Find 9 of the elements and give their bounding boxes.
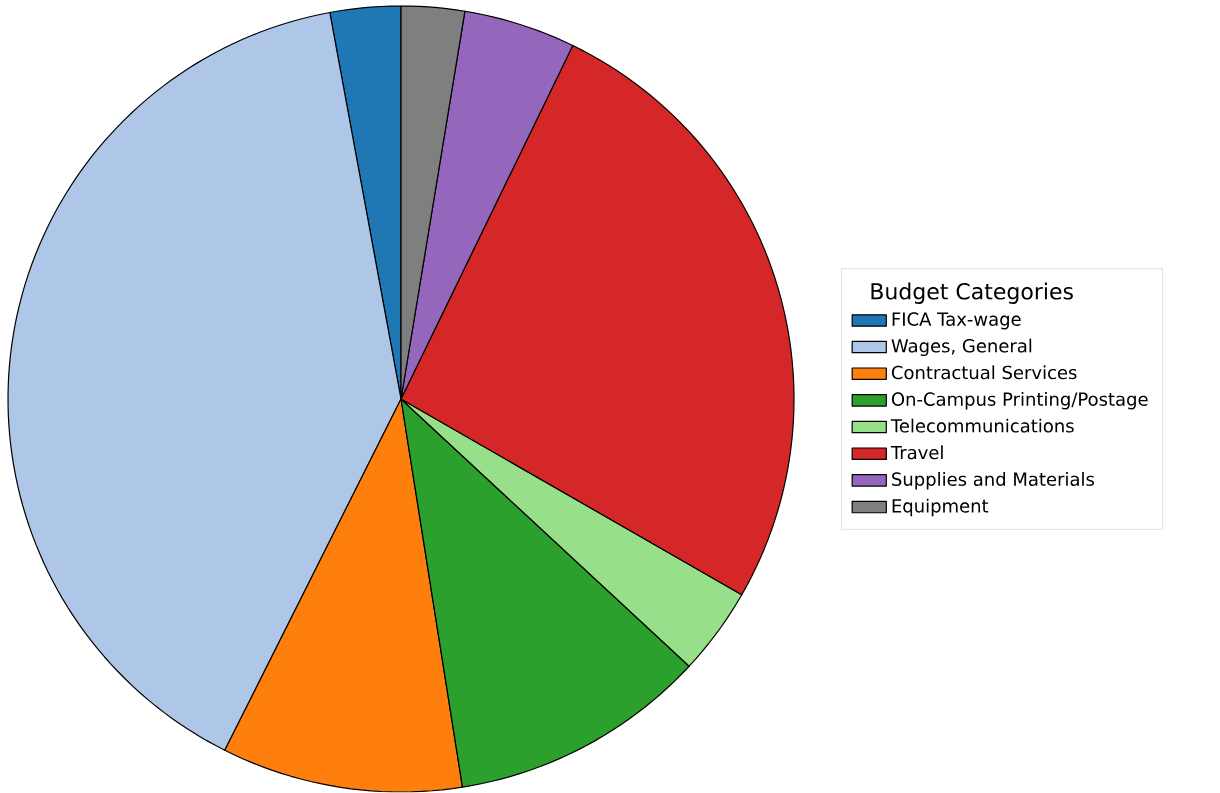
legend-label: FICA Tax-wage xyxy=(892,312,1021,330)
legend-label: Travel xyxy=(890,445,943,460)
legend-label: Wages, General xyxy=(891,338,1032,357)
legend-label: Contractual Services xyxy=(891,365,1077,380)
legend-label: Supplies and Materials xyxy=(892,472,1095,490)
legend-label: Equipment xyxy=(892,498,989,517)
legend-label: On-Campus Printing/Postage xyxy=(891,392,1148,410)
legend-title: Budget Categories xyxy=(871,282,1073,305)
legend-label: Telecommunications xyxy=(890,418,1074,433)
